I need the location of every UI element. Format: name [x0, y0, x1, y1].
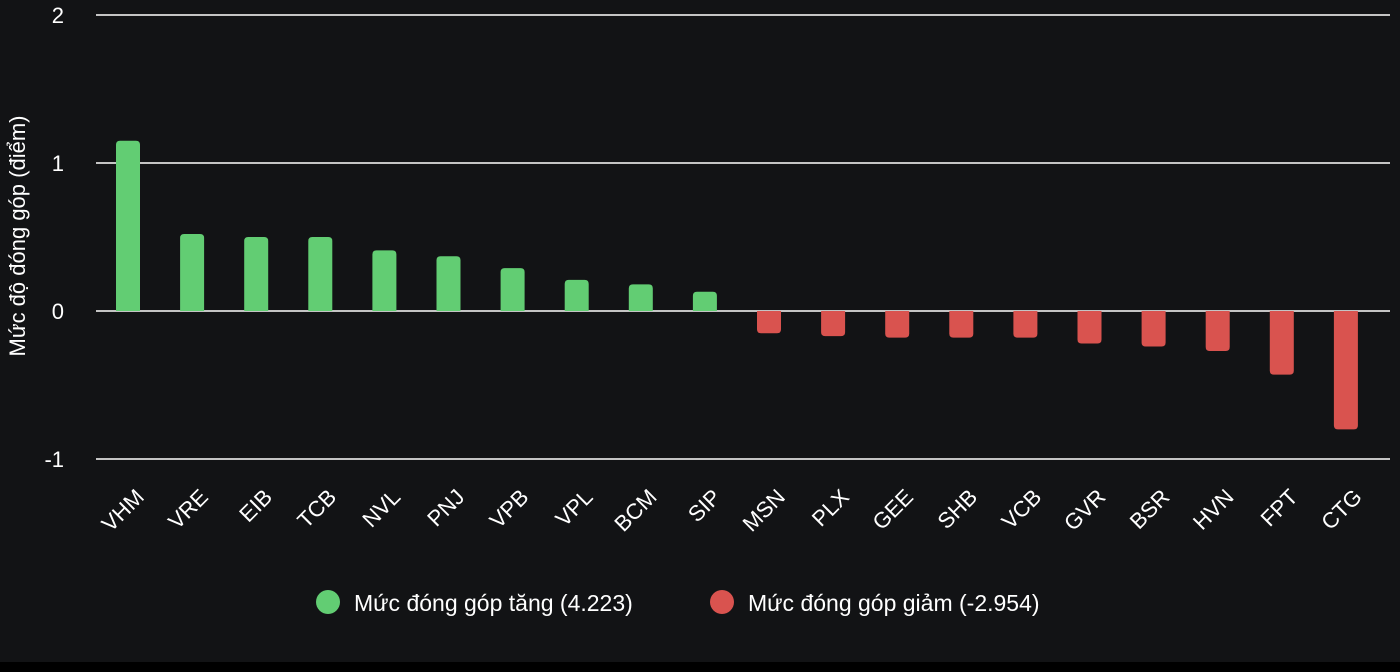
y-tick-label: 2: [52, 3, 64, 28]
bar-gvr[interactable]: [1077, 311, 1102, 344]
bar-nvl[interactable]: [372, 250, 397, 311]
y-tick-label: -1: [44, 447, 64, 472]
x-axis-ticks: VHM VRE EIB TCB NVL PNJ VPB VPL BCM SIP MSN PLX GEE S…: [97, 484, 1367, 536]
legend-swatch-increase: [316, 590, 340, 614]
legend-item-decrease[interactable]: Mức đóng góp giảm (-2.954): [710, 590, 1040, 616]
x-tick-label: PLX: [807, 484, 854, 531]
x-tick-label: BCM: [609, 484, 661, 536]
y-tick-label: 0: [52, 299, 64, 324]
legend-label-increase: Mức đóng góp tăng (4.223): [354, 590, 633, 616]
bar-fpt[interactable]: [1269, 311, 1294, 375]
bar-plx[interactable]: [821, 311, 846, 337]
x-tick-label: FPT: [1256, 484, 1303, 531]
bar-eib[interactable]: [244, 237, 269, 311]
x-tick-label: VPB: [485, 484, 534, 533]
x-tick-label: NVL: [357, 484, 405, 532]
bar-shb[interactable]: [949, 311, 974, 338]
legend-item-increase[interactable]: Mức đóng góp tăng (4.223): [316, 590, 633, 616]
x-tick-label: SIP: [683, 484, 726, 527]
bar-hvn[interactable]: [1205, 311, 1230, 351]
x-tick-label: VHM: [97, 484, 149, 536]
bar-sip[interactable]: [692, 291, 717, 311]
bar-vhm[interactable]: [116, 140, 140, 311]
x-tick-label: GVR: [1059, 484, 1110, 535]
x-tick-label: BSR: [1125, 484, 1175, 534]
x-tick-label: GEE: [868, 484, 919, 535]
gridlines: [96, 14, 1390, 460]
legend-label-decrease: Mức đóng góp giảm (-2.954): [748, 590, 1040, 616]
bar-vre[interactable]: [180, 234, 205, 311]
y-tick-label: 1: [52, 151, 64, 176]
x-tick-label: HVN: [1188, 484, 1239, 535]
x-tick-label: EIB: [234, 484, 277, 527]
x-tick-label: TCB: [292, 484, 341, 533]
x-tick-label: MSN: [738, 484, 790, 536]
x-tick-label: VRE: [163, 484, 213, 534]
x-tick-label: CTG: [1316, 484, 1367, 535]
bar-tcb[interactable]: [308, 237, 333, 311]
legend-swatch-decrease: [710, 590, 734, 614]
bar-vpb[interactable]: [500, 268, 525, 311]
bar-pnj[interactable]: [436, 256, 461, 311]
bar-bsr[interactable]: [1141, 311, 1166, 347]
x-tick-label: PNJ: [422, 484, 469, 531]
legend: Mức đóng góp tăng (4.223) Mức đóng góp g…: [316, 590, 1040, 616]
bars: [116, 140, 1358, 430]
bar-vcb[interactable]: [1013, 311, 1038, 338]
bar-bcm[interactable]: [628, 284, 653, 311]
x-tick-label: SHB: [932, 484, 982, 534]
bar-vpl[interactable]: [564, 279, 589, 311]
bar-gee[interactable]: [885, 311, 910, 338]
y-axis-ticks: 2 1 0 -1: [44, 3, 64, 472]
y-axis-title: Mức độ đóng góp (điểm): [5, 116, 30, 357]
x-tick-label: VCB: [997, 484, 1047, 534]
bar-msn[interactable]: [757, 311, 781, 334]
bar-ctg[interactable]: [1333, 311, 1358, 430]
x-tick-label: VPL: [550, 484, 597, 531]
